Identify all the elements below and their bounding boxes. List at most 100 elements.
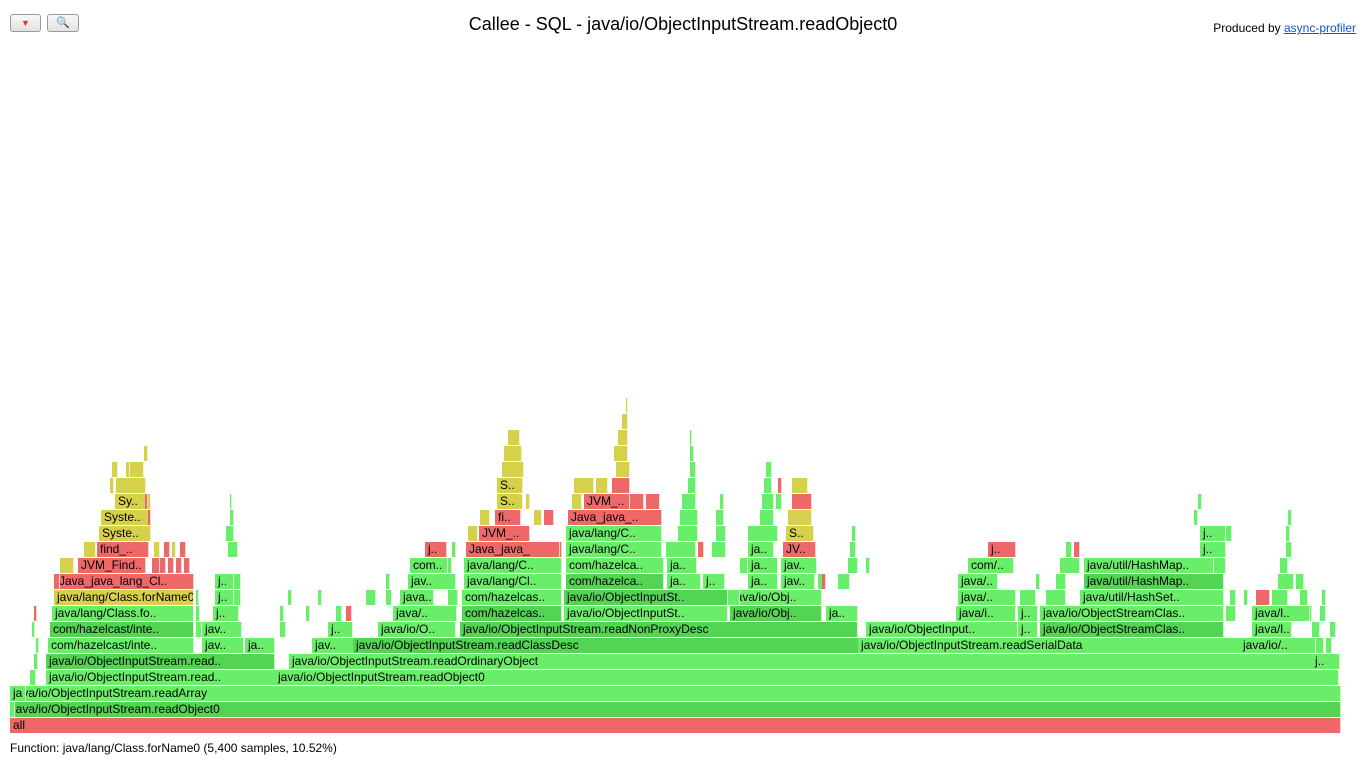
flame-frame[interactable] — [728, 590, 740, 605]
flame-frame[interactable] — [766, 462, 772, 477]
flame-frame[interactable] — [716, 526, 726, 541]
flame-frame[interactable] — [30, 670, 36, 685]
flame-frame[interactable]: jav.. — [781, 574, 815, 589]
flame-frame[interactable] — [110, 478, 114, 493]
flame-frame[interactable]: java/io/ObjectInputStream.read.. — [46, 670, 276, 685]
flame-frame[interactable]: java/io/ObjectInputStream.readObject0 — [275, 670, 1339, 685]
flame-frame[interactable] — [448, 574, 456, 589]
flame-frame[interactable] — [180, 542, 186, 557]
flame-frame[interactable] — [1316, 638, 1324, 653]
flame-frame[interactable] — [792, 494, 812, 509]
flame-frame[interactable] — [1036, 574, 1040, 589]
flame-frame[interactable] — [762, 494, 774, 509]
flame-frame[interactable]: java/io/ObjectInputStream.readSerialData — [858, 638, 1304, 653]
flame-frame[interactable]: com.. — [410, 558, 448, 573]
flame-frame[interactable]: ja.. — [245, 638, 275, 653]
flame-frame[interactable] — [1222, 558, 1226, 573]
flame-frame[interactable]: java/.. — [958, 574, 998, 589]
flame-frame[interactable] — [386, 574, 390, 589]
flame-frame[interactable] — [530, 542, 560, 557]
flame-frame[interactable] — [682, 494, 696, 509]
flame-frame[interactable] — [130, 462, 144, 477]
flame-frame[interactable] — [10, 702, 15, 717]
flame-frame[interactable]: jav.. — [202, 622, 242, 637]
flame-frame[interactable] — [612, 478, 630, 493]
flame-frame[interactable] — [226, 574, 234, 589]
flame-frame[interactable]: java/io/ObjectInputStream.readObject0 — [10, 702, 1341, 717]
flame-frame[interactable]: Java_java_lang_Cl.. — [56, 574, 194, 589]
flame-frame[interactable] — [748, 526, 778, 541]
flame-frame[interactable] — [36, 638, 39, 653]
flame-frame[interactable] — [526, 494, 530, 509]
flame-frame[interactable] — [1244, 590, 1248, 605]
flame-frame[interactable] — [126, 462, 130, 477]
flame-frame[interactable] — [1198, 494, 1202, 509]
flame-frame[interactable] — [596, 478, 608, 493]
flame-frame[interactable] — [534, 510, 542, 525]
flame-frame[interactable]: ja.. — [667, 574, 701, 589]
flame-frame[interactable]: Sy.. — [115, 494, 151, 509]
flame-frame[interactable]: fi.. — [495, 510, 521, 525]
flame-frame[interactable] — [504, 446, 522, 461]
flame-frame[interactable]: java/i.. — [956, 606, 1016, 621]
flame-frame[interactable]: jav.. — [312, 638, 354, 653]
flame-frame[interactable] — [148, 510, 151, 525]
flame-frame[interactable]: com/hazelcast/inte.. — [48, 638, 194, 653]
flame-frame[interactable]: java/lang/C.. — [464, 558, 562, 573]
flame-frame[interactable]: java/io/ObjectInputStream.readOrdinaryOb… — [289, 654, 1339, 669]
flame-frame[interactable] — [32, 622, 35, 637]
flame-frame[interactable] — [616, 462, 630, 477]
flame-frame[interactable] — [480, 510, 490, 525]
flame-frame[interactable] — [154, 542, 160, 557]
flame-frame[interactable] — [1020, 590, 1036, 605]
flame-frame[interactable]: java/lang/Class.forName0 — [54, 590, 194, 605]
flame-frame[interactable] — [1326, 638, 1332, 653]
flame-frame[interactable] — [1296, 574, 1304, 589]
flame-frame[interactable] — [680, 510, 698, 525]
flame-frame[interactable] — [1056, 574, 1066, 589]
flame-frame[interactable]: java.. — [400, 590, 434, 605]
flame-frame[interactable] — [740, 558, 748, 573]
flame-frame[interactable] — [196, 622, 202, 637]
flame-frame[interactable] — [502, 462, 524, 477]
flame-frame[interactable] — [1060, 558, 1080, 573]
flame-frame[interactable]: java/io/ObjectInputStream.readNonProxyDe… — [460, 622, 858, 637]
flame-frame[interactable]: ja.. — [748, 558, 778, 573]
flame-frame[interactable] — [34, 654, 38, 669]
flame-frame[interactable] — [386, 590, 392, 605]
flame-frame[interactable] — [448, 590, 458, 605]
flame-frame[interactable] — [1320, 606, 1326, 621]
flame-frame[interactable]: j.. — [703, 574, 725, 589]
flame-frame[interactable] — [788, 510, 812, 525]
flame-frame[interactable]: S.. — [786, 526, 814, 541]
flame-frame[interactable]: j.. — [213, 606, 239, 621]
flame-frame[interactable] — [1322, 590, 1326, 605]
flame-frame[interactable]: java/util/HashMap.. — [1084, 574, 1224, 589]
flame-frame[interactable]: java/io/ObjectInputSt.. — [564, 606, 728, 621]
flame-frame[interactable] — [226, 526, 234, 541]
flame-frame[interactable] — [630, 494, 644, 509]
flame-frame[interactable] — [822, 574, 826, 589]
flame-frame[interactable] — [1286, 526, 1290, 541]
flame-frame[interactable] — [1336, 670, 1339, 685]
flame-frame[interactable]: j.. — [1018, 622, 1038, 637]
flame-frame[interactable] — [508, 430, 520, 445]
flame-frame[interactable] — [776, 494, 782, 509]
flame-frame[interactable] — [1278, 574, 1294, 589]
flame-frame[interactable] — [280, 606, 284, 621]
flame-frame[interactable]: ja.. — [748, 542, 774, 557]
flame-frame[interactable] — [318, 590, 322, 605]
flame-frame[interactable]: java/util/HashSet.. — [1080, 590, 1224, 605]
flame-frame[interactable]: java/io/ObjectInputStream.readClassDesc — [353, 638, 859, 653]
flame-frame[interactable] — [698, 542, 704, 557]
flame-frame[interactable] — [1286, 542, 1292, 557]
flame-frame[interactable]: jav.. — [202, 638, 244, 653]
flame-frame[interactable]: java/.. — [958, 590, 1016, 605]
flame-frame[interactable]: java/io/ObjectStreamClas.. — [1040, 606, 1224, 621]
flame-frame[interactable] — [544, 510, 554, 525]
flame-frame[interactable] — [346, 606, 352, 621]
flame-frame[interactable] — [160, 558, 166, 573]
flame-frame[interactable] — [336, 606, 342, 621]
flame-frame[interactable]: j.. — [425, 542, 447, 557]
flame-frame[interactable] — [646, 494, 660, 509]
